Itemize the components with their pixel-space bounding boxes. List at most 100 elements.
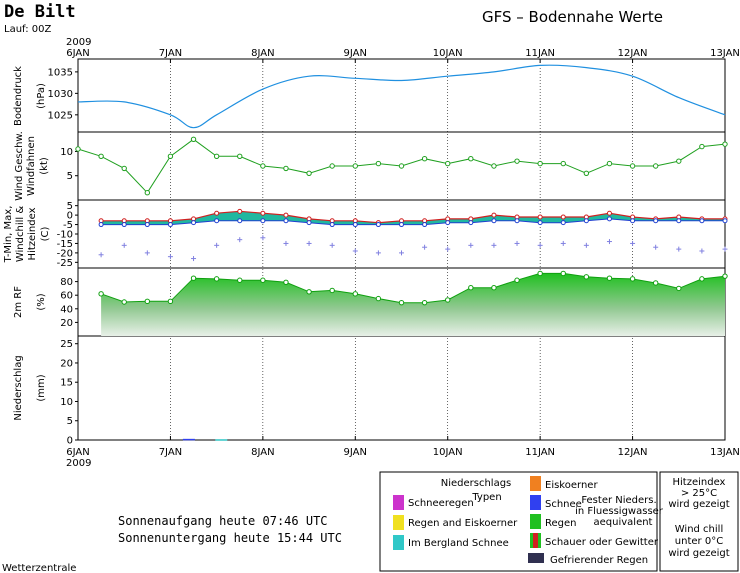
x-tick-bottom: 12JAN [618, 447, 648, 458]
x-tick-bottom: 11JAN [525, 447, 555, 458]
rh-ticks: 80 60 40 20 [60, 277, 78, 329]
chart-title: GFS – Bodennahe Werte [482, 8, 663, 26]
pressure-ylabel1: Bodendruck [13, 66, 24, 126]
legend-swatch-regen [530, 514, 541, 529]
x-tick-top: 6JAN [66, 48, 89, 59]
precip-ylabel1: Niederschlag [13, 355, 24, 420]
tmax-point [260, 210, 266, 216]
wind-point [445, 160, 451, 167]
rh-point [699, 276, 705, 282]
rh-point [306, 289, 312, 295]
tmin-point [260, 218, 266, 224]
y-tick-label: 60 [60, 291, 73, 302]
rh-point [121, 299, 127, 305]
x-tick-top: 13JAN [710, 48, 740, 59]
x-tick-labels: 6JAN 6JAN 7JAN 7JAN 8JAN 8JAN 9JAN 9JAN 10JAN 10J… [66, 48, 740, 458]
wind-point [237, 153, 243, 159]
tmin-point [514, 218, 520, 224]
tmin-point [676, 218, 682, 224]
tmax-point [283, 212, 289, 218]
tmin-point [491, 218, 497, 224]
x-tick-bottom: 8JAN [251, 447, 274, 458]
precip-bars [182, 438, 228, 441]
rh-series [100, 272, 726, 304]
y-tick-label: 1025 [48, 110, 73, 121]
legend-swatch-schnee [530, 495, 541, 510]
y-tick-label: 15 [60, 378, 73, 389]
wind-point [329, 163, 335, 169]
station-name: De Bilt [4, 2, 76, 22]
x-tick-bottom: 13JAN [710, 447, 740, 458]
tmin-point [606, 216, 612, 222]
y-tick-label: 0 [67, 211, 73, 222]
rh-point [190, 275, 197, 281]
windchill-points [98, 235, 728, 262]
x-tick-bottom: 9JAN [344, 447, 367, 458]
wind-point [560, 160, 566, 167]
rh-point [421, 299, 428, 306]
y-tick-label: -15 [57, 239, 73, 250]
tmin-point [352, 222, 358, 228]
y-tick-label: 10 [60, 147, 73, 158]
legend-hitze2: > 25°C [681, 488, 717, 499]
rh-point [283, 279, 289, 285]
wind-point [421, 156, 428, 162]
wind-point [468, 156, 474, 162]
tmin-point [214, 218, 220, 224]
wind-points [75, 136, 728, 196]
tmin-point [98, 222, 104, 228]
credit-text: Wetterzentrale [2, 563, 76, 573]
wind-point [75, 146, 81, 152]
panel-frames [77, 58, 726, 441]
temp-label-windchill: Windchill & [15, 206, 26, 262]
precip-bar [215, 439, 228, 441]
tmin-point [237, 218, 243, 224]
legend-swatch-gefrierend [528, 553, 544, 563]
tmin-point [468, 220, 474, 226]
tmin-point [722, 218, 728, 224]
run-label: Lauf: 00Z [4, 24, 51, 35]
wind-point [352, 163, 358, 169]
pressure-ylabel2: (hPa) [36, 83, 47, 109]
tmin-point [699, 218, 705, 224]
wind-panel: Wind Geschw. Windfahnen (kt) 10 5 [14, 131, 728, 201]
legend-label-schauer: Schauer oder Gewitter [545, 537, 659, 548]
year-bottom: 2009 [66, 458, 91, 469]
y-tick-label: -25 [57, 258, 73, 269]
y-tick-label: 20 [60, 358, 73, 369]
legend-hitze3: wird gezeigt [668, 499, 729, 510]
x-tick-bottom: 7JAN [159, 447, 182, 458]
tmin-point [445, 220, 451, 226]
rh-point [652, 280, 659, 286]
y-tick-label: 80 [60, 277, 73, 288]
pressure-frame [77, 58, 726, 133]
legend-chill2: unter 0°C [675, 536, 723, 547]
wind-point [306, 170, 312, 176]
tmin-point [399, 222, 404, 228]
wind-point [121, 165, 127, 172]
legend-swatch-schauer-bar [533, 533, 538, 548]
tmax-series [101, 210, 725, 224]
tmin-point [121, 222, 127, 228]
rh-point [468, 285, 474, 291]
y-tick-label: -20 [57, 248, 73, 259]
tmin-point [422, 222, 428, 228]
legend-swatch-schneeregen [393, 495, 404, 510]
wind-point [722, 141, 728, 147]
legend-hitze1: Hitzeindex [673, 477, 726, 488]
pressure-panel: Bodendruck (hPa) 1035 1030 1025 [13, 64, 726, 129]
x-tick-top: 12JAN [618, 48, 648, 59]
rh-point [560, 270, 566, 277]
wind-point [144, 190, 151, 196]
precip-bar [182, 438, 195, 441]
y-tick-label: 1035 [48, 67, 73, 78]
rh-ylabel2: (%) [36, 293, 47, 310]
pressure-series [77, 64, 726, 129]
tmin-point [191, 220, 197, 226]
precip-ylabel2: (mm) [36, 374, 47, 401]
legend-label-schneeregen: Schneeregen [408, 498, 474, 509]
wind-point [213, 153, 220, 159]
y-tick-label: 20 [60, 318, 73, 329]
tmin-point [537, 220, 543, 226]
